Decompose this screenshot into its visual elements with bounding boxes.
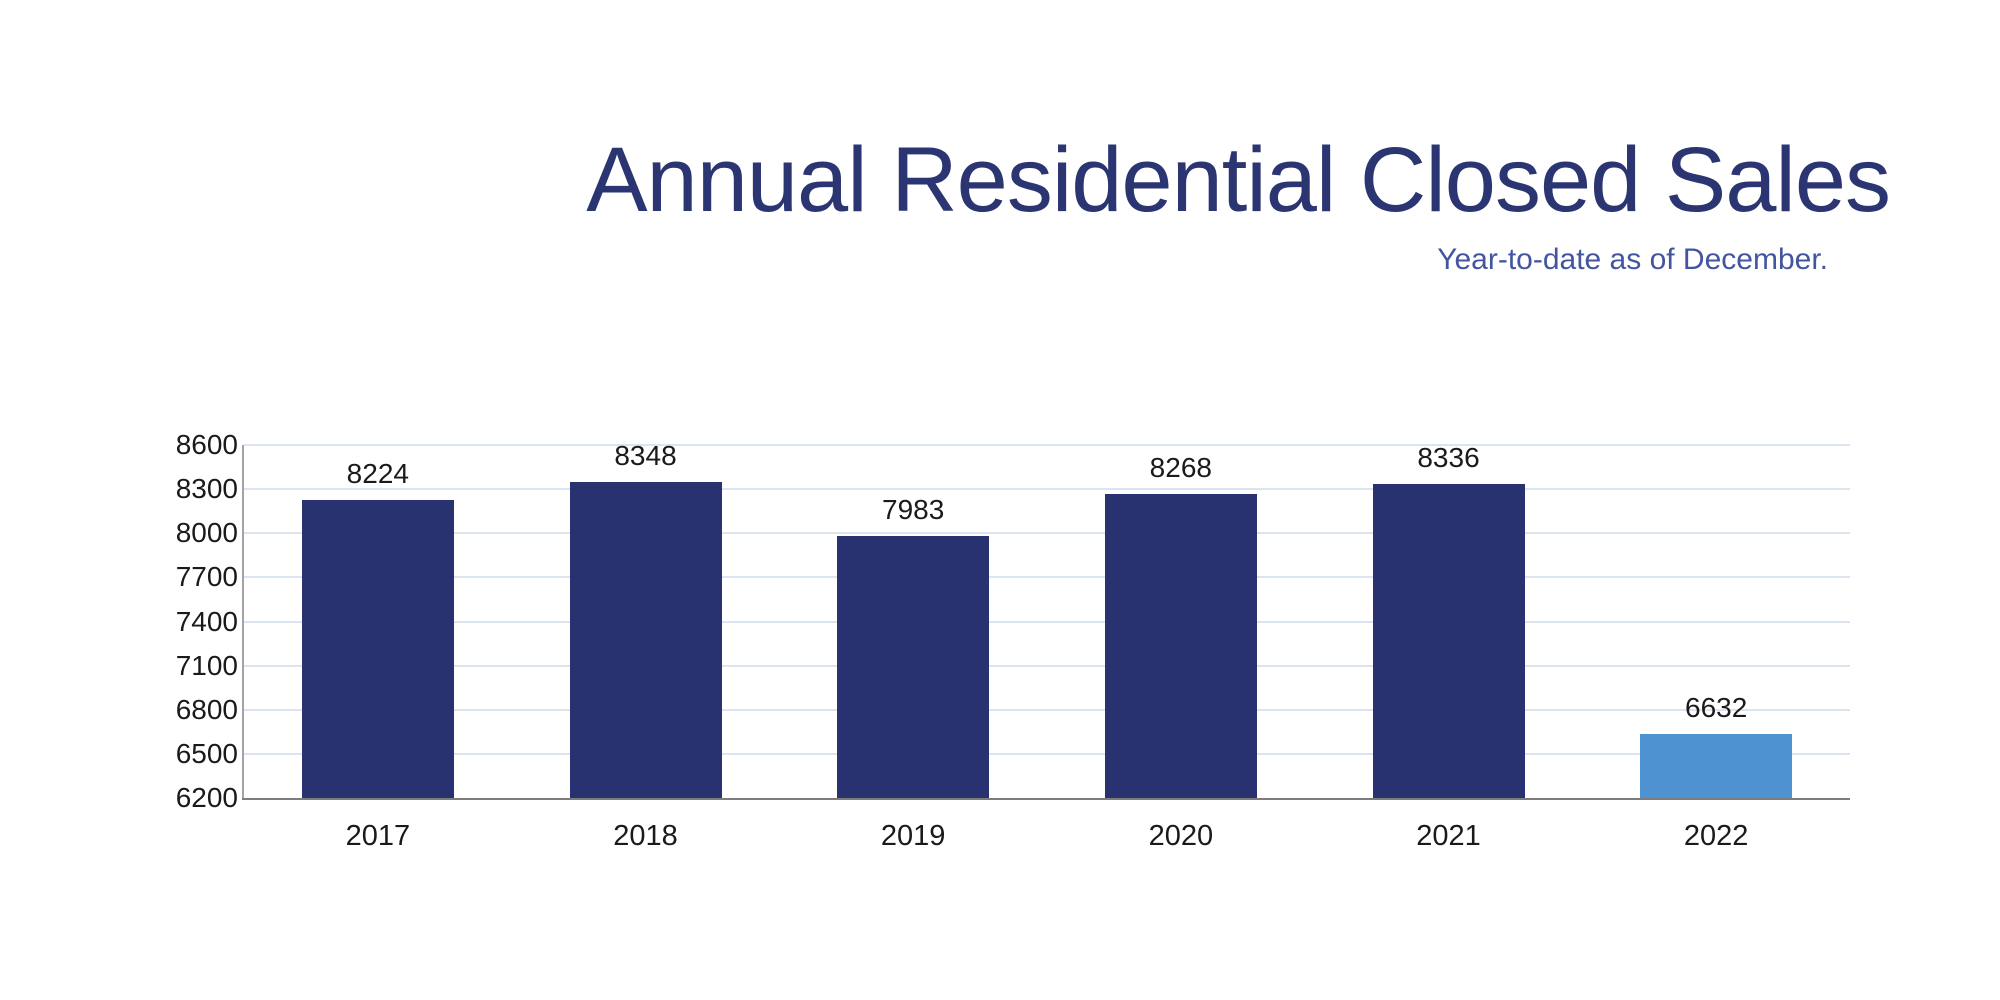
x-axis-line	[242, 798, 1850, 800]
bar-value-label: 6632	[1685, 692, 1748, 724]
y-tick-label: 8000	[175, 517, 238, 549]
x-axis-label: 2022	[1683, 820, 1749, 852]
gridline	[244, 664, 1850, 667]
gridline	[244, 444, 1850, 446]
gridline	[244, 708, 1850, 711]
gridline	[244, 576, 1850, 579]
y-axis-line	[242, 445, 244, 798]
bar-value-label: 7983	[882, 493, 945, 525]
bar-value-label: 8224	[346, 458, 409, 490]
bar-2018	[569, 482, 722, 798]
x-axis-label: 2018	[613, 820, 678, 852]
chart-title: Annual Residential Closed Sales	[586, 129, 1891, 231]
x-axis-label: 2017	[345, 820, 411, 852]
gridline	[244, 752, 1850, 755]
bar-2020	[1104, 493, 1257, 798]
x-axis-label: 2019	[880, 820, 946, 852]
bar-value-label: 8348	[614, 440, 677, 472]
x-axis-label: 2020	[1148, 820, 1214, 852]
y-tick-label: 6800	[175, 693, 238, 725]
bar-value-label: 8268	[1149, 451, 1212, 483]
bar-2022	[1640, 734, 1793, 798]
y-tick-label: 8600	[175, 429, 238, 460]
plot-area: 8224 8348 7983 8268 8336 6632	[242, 440, 1850, 800]
bar-2017	[301, 500, 454, 798]
x-axis-label: 2021	[1416, 820, 1481, 852]
y-tick-label: 8300	[175, 473, 238, 505]
bar-2021	[1372, 483, 1525, 798]
y-tick-label: 6200	[175, 782, 238, 813]
bar-2019	[837, 535, 990, 798]
gridline	[244, 532, 1850, 535]
chart-subtitle: Year-to-date as of December.	[1437, 243, 1828, 276]
bar-value-label: 8336	[1417, 441, 1480, 473]
gridline	[244, 488, 1850, 491]
y-tick-label: 6500	[175, 737, 238, 769]
y-tick-label: 7100	[175, 649, 238, 681]
y-tick-label: 7700	[175, 561, 238, 593]
gridline	[244, 620, 1850, 623]
y-tick-label: 7400	[175, 605, 238, 637]
